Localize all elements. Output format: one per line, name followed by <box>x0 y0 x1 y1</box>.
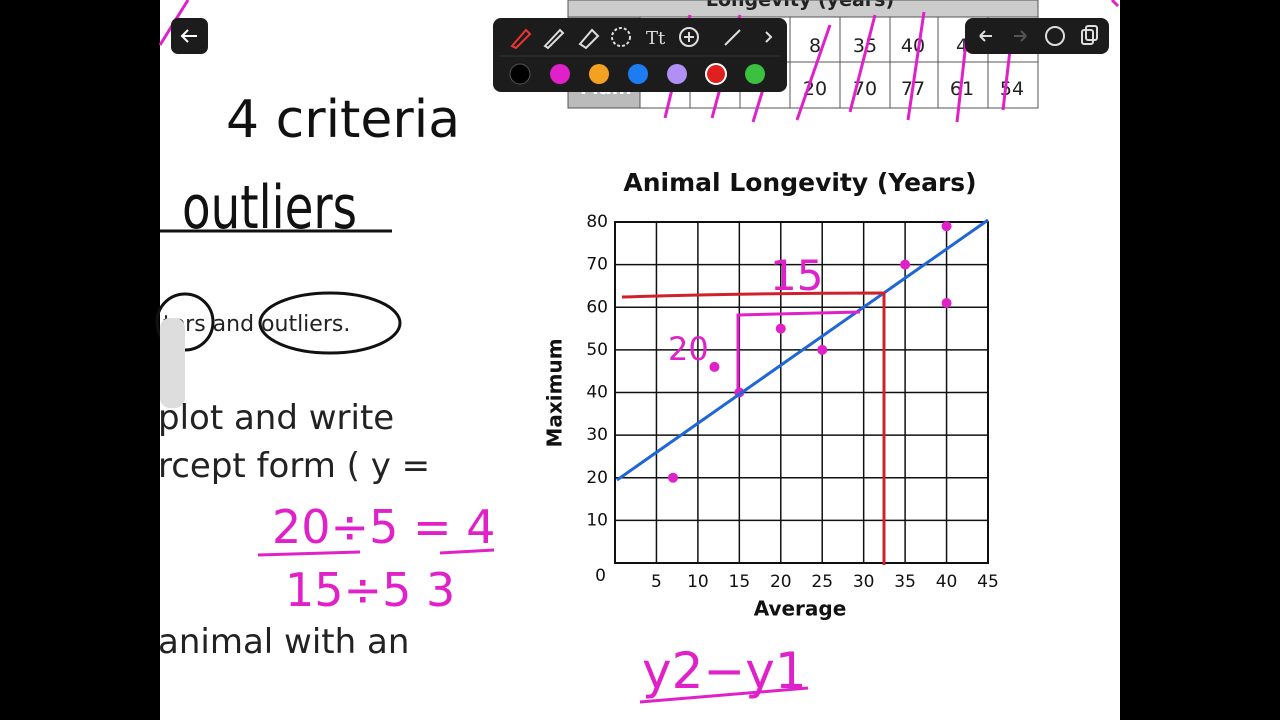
chart: Animal Longevity (Years) Average Maximum… <box>543 168 999 621</box>
table-cell: 35 <box>853 35 877 57</box>
label-15: 15 <box>770 251 823 300</box>
label-20: 20 <box>668 330 709 368</box>
x-axis-label: Average <box>754 597 847 621</box>
fraction-bar <box>257 550 361 557</box>
y-tick-label: 20 <box>586 468 608 488</box>
y-tick-label: 70 <box>586 255 608 275</box>
table-cell: 8 <box>809 35 821 57</box>
chart-title: Animal Longevity (Years) <box>623 168 976 197</box>
doc-line: rcept form ( y = <box>158 446 430 486</box>
y-tick-label: 80 <box>586 212 608 232</box>
circle <box>258 291 402 355</box>
actions-toolbar <box>965 18 1109 54</box>
x-tick-label: 30 <box>853 572 875 592</box>
point <box>775 323 786 334</box>
y-tick-label: 40 <box>586 383 608 403</box>
y-tick-label: 60 <box>586 297 608 317</box>
table-header: Longevity (years) <box>706 0 894 11</box>
x-tick-label: 40 <box>936 572 958 592</box>
fraction-top: 20÷5 = 4 <box>272 500 495 554</box>
y-tick-label: 50 <box>586 340 608 360</box>
point <box>941 297 952 308</box>
x-tick-label: 25 <box>811 572 833 592</box>
doc-line: plot and write <box>158 398 394 438</box>
point <box>709 361 720 372</box>
back-icon <box>180 29 197 43</box>
table-cells: 8 35 40 420 70 77 61 54 <box>803 35 1024 100</box>
doc-line: ters and outliers. <box>163 312 350 337</box>
point <box>668 472 679 483</box>
annotations: 15 20 y2−y1 <box>616 218 989 704</box>
side-handle[interactable] <box>160 318 185 408</box>
fraction-bottom: 15÷5 3 <box>285 563 455 617</box>
y-tick-label: 30 <box>586 425 608 445</box>
text-tool-icon[interactable]: Tt <box>646 28 666 49</box>
point <box>817 344 828 355</box>
y-tick-label: 10 <box>586 510 608 530</box>
color-swatches[interactable] <box>509 63 765 85</box>
table-header-cell <box>568 0 1038 17</box>
point <box>900 259 911 270</box>
action-icons[interactable] <box>979 25 1098 46</box>
y-tick-label: 0 <box>595 566 606 586</box>
x-tick-label: 45 <box>977 572 999 592</box>
document-page <box>160 0 1120 720</box>
heading: 4 criteria <box>226 90 460 150</box>
tool-icons[interactable] <box>510 27 773 50</box>
point <box>941 221 952 232</box>
x-tick-label: 10 <box>687 572 709 592</box>
x-tick-label: 35 <box>894 572 916 592</box>
doc-line: animal with an <box>158 622 409 662</box>
x-tick-label: 15 <box>729 572 751 592</box>
table-cell: 70 <box>853 78 877 100</box>
x-tick-label: 5 <box>651 572 662 592</box>
y-axis-label: Maximum <box>543 338 567 447</box>
x-tick-label: 20 <box>770 572 792 592</box>
fraction-bar <box>439 548 495 555</box>
